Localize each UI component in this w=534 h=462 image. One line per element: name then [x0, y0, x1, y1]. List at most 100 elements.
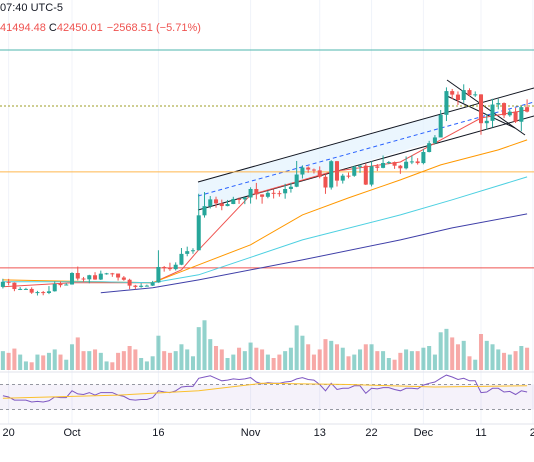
candle-body	[87, 275, 92, 280]
candle-body	[116, 273, 121, 278]
candle-body	[93, 275, 98, 280]
candle-body	[179, 253, 184, 265]
candle-body	[415, 161, 420, 164]
candle-body	[121, 277, 126, 280]
header-ohlc: 41494.48 C42450.01 −2568.51 (−5.71%)	[0, 22, 201, 34]
volume-bar	[519, 346, 524, 370]
volume-bar	[202, 320, 207, 370]
moving-average	[2, 176, 528, 284]
volume-bar	[104, 361, 109, 370]
candle-body	[58, 283, 63, 286]
volume-bar	[179, 344, 184, 370]
candle-body	[369, 166, 374, 185]
candle-body	[473, 94, 478, 96]
candle-body	[12, 282, 17, 290]
volume-bar	[427, 346, 432, 370]
volume-bar	[271, 358, 276, 370]
volume-bar	[196, 327, 201, 370]
volume-bar	[375, 351, 380, 370]
candle-body	[190, 250, 195, 252]
volume-bar	[35, 354, 40, 370]
candle-body	[340, 175, 345, 181]
candle-body	[81, 278, 86, 280]
volume-bar	[346, 356, 351, 370]
volume-bar	[409, 351, 414, 370]
moving-average	[100, 213, 528, 294]
candle-body	[0, 281, 5, 287]
volume-bar	[110, 362, 115, 370]
x-tick-label: 13	[314, 427, 326, 439]
candle-body	[288, 186, 293, 189]
volume-bar	[513, 351, 518, 370]
volume-bar	[294, 325, 299, 370]
volume-bar	[231, 354, 236, 370]
volume-bar	[248, 342, 253, 370]
volume-bar	[98, 352, 103, 370]
candle-body	[375, 166, 380, 168]
volume-bar	[421, 347, 426, 370]
volume-bar	[404, 349, 409, 370]
candle-body	[346, 175, 351, 177]
candle-body	[381, 162, 386, 168]
volume-bar	[121, 351, 126, 370]
volume-bar	[484, 340, 489, 370]
volume-bar	[190, 356, 195, 370]
volume-bar	[340, 347, 345, 370]
volume-bar	[64, 359, 69, 370]
volume-bar	[363, 344, 368, 370]
candle-body	[144, 285, 149, 287]
volume-bar	[185, 349, 190, 370]
volume-bar	[352, 354, 357, 370]
volume-bar	[323, 339, 328, 370]
volume-bar	[81, 351, 86, 370]
x-tick-label: 11	[475, 427, 486, 439]
candle-body	[75, 272, 80, 279]
candle-body	[41, 292, 46, 294]
volume-bar	[23, 361, 28, 370]
candle-body	[421, 152, 426, 164]
volume-bar	[242, 351, 247, 370]
volume-bar	[237, 347, 242, 370]
candle-body	[329, 161, 334, 188]
candle-body	[208, 199, 213, 207]
rsi-band	[0, 384, 534, 410]
candle-body	[484, 120, 489, 124]
candle-body	[277, 193, 282, 195]
volume-bar	[386, 358, 391, 370]
volume-bar	[144, 361, 149, 370]
header-time: 07:40 UTC-5	[0, 2, 63, 14]
volume-bar	[444, 328, 449, 370]
volume-bar	[75, 337, 80, 370]
volume-bar	[329, 340, 334, 370]
candle-body	[455, 94, 460, 101]
candle-body	[156, 266, 161, 283]
candle-body	[35, 292, 40, 294]
candle-body	[352, 166, 357, 176]
candle-body	[300, 167, 305, 175]
candle-body	[398, 165, 403, 169]
x-tick-label: Nov	[241, 427, 261, 439]
candle-body	[283, 188, 288, 194]
candle-body	[214, 199, 219, 204]
volume-bar	[87, 351, 92, 370]
candle-body	[260, 194, 265, 197]
volume-bar	[58, 354, 63, 370]
volume-bar	[502, 352, 507, 370]
volume-bar	[208, 339, 213, 370]
volume-bar	[450, 337, 455, 370]
candle-body	[254, 188, 259, 195]
volume-bar	[415, 351, 420, 370]
candle-body	[444, 91, 449, 115]
channel-upper	[197, 87, 534, 183]
volume-bar	[496, 349, 501, 370]
close-value: 42450.01	[57, 22, 103, 34]
candle-body	[29, 288, 34, 293]
candle-body	[162, 266, 167, 269]
candle-body	[467, 90, 472, 96]
candle-body	[46, 291, 51, 293]
volume-bar	[438, 332, 443, 370]
x-tick-label: Dec	[414, 427, 434, 439]
candle-body	[127, 279, 132, 286]
candle-body	[519, 107, 524, 122]
